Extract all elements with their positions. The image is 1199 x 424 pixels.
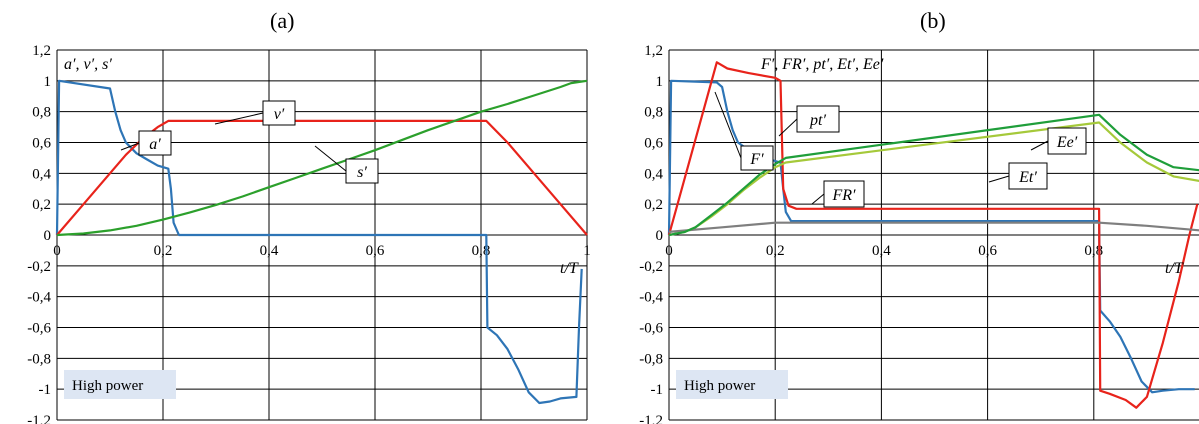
series-line-a′ [55, 79, 583, 405]
y-tick-label: -0,8 [639, 351, 663, 367]
y-tick-label: 0,6 [644, 136, 663, 152]
x-tick-label: 0,2 [766, 243, 785, 259]
chart-a: 1,210,80,60,40,20-0,2-0,4-0,6-0,8-1-1,20… [27, 43, 591, 424]
annotation-label: Ee′ [1056, 134, 1078, 151]
series-line-v′ [56, 119, 588, 236]
annotation-label: s′ [357, 164, 367, 181]
annotation-label: v′ [274, 106, 285, 123]
annotation-box [138, 130, 172, 156]
x-tick-label: 0,4 [260, 243, 279, 259]
x-tick-label: 0,6 [978, 243, 997, 259]
annotation-label: a′ [149, 136, 161, 153]
annotation-box [1008, 162, 1048, 190]
panel-b-label: (b) [920, 8, 946, 33]
y-tick-label: -0,2 [639, 259, 663, 275]
y-tick-label: 0,6 [32, 136, 51, 152]
y-tick-label: 1 [656, 74, 664, 90]
y-tick-label: 0,8 [644, 105, 663, 121]
annotation-label: pt′ [809, 112, 826, 129]
annotation-leader [1030, 140, 1049, 151]
x-tick-label: 0,6 [366, 243, 385, 259]
y-tick-label: -1 [651, 382, 664, 398]
y-tick-label: 0,2 [32, 197, 51, 213]
annotation-leader [314, 145, 347, 172]
y-tick-label: -0,6 [27, 321, 51, 337]
annotation-leader [988, 175, 1010, 183]
annotation-box [823, 180, 865, 208]
mode-label: High power [72, 378, 143, 394]
x-axis-label: t/T [1165, 260, 1184, 277]
mode-label-box [676, 370, 788, 399]
series-line-Et′ [668, 121, 1199, 237]
x-tick-label: 1 [583, 243, 591, 259]
mode-label: High power [684, 378, 755, 394]
y-tick-label: 1 [44, 74, 52, 90]
y-tick-label: 0 [656, 228, 664, 244]
y-tick-label: -0,2 [27, 259, 51, 275]
y-tick-label: 0,2 [644, 197, 663, 213]
panel-a-label: (a) [270, 8, 295, 33]
y-axis-label: a′, v′, s′ [64, 56, 112, 73]
y-tick-label: -0,4 [639, 290, 663, 306]
y-tick-label: -0,6 [639, 321, 663, 337]
annotation-box [740, 145, 774, 171]
x-tick-label: 0 [665, 243, 673, 259]
mode-label-box [64, 370, 176, 399]
annotation-box [1047, 127, 1087, 155]
annotation-leader [778, 118, 798, 137]
y-tick-label: 0,4 [32, 166, 51, 182]
annotation-box [796, 105, 840, 133]
series-line-FR′ [668, 221, 1199, 233]
series-line-s′ [56, 79, 588, 237]
series-line-pt′ [667, 61, 1199, 409]
y-tick-label: 0 [44, 228, 52, 244]
annotation-box [262, 100, 296, 126]
chart-b: 1,210,80,60,40,20-0,2-0,4-0,6-0,8-1-1,20… [639, 43, 1199, 424]
y-tick-label: -1,2 [639, 413, 663, 424]
y-tick-label: 0,4 [644, 166, 663, 182]
x-tick-label: 0 [53, 243, 61, 259]
series-line-Ee′ [668, 113, 1199, 237]
annotation-leader [714, 91, 742, 159]
x-tick-label: 0,2 [154, 243, 173, 259]
y-tick-label: 1,2 [32, 43, 51, 59]
annotation-box [345, 158, 379, 184]
y-tick-label: -0,8 [27, 351, 51, 367]
annotation-leader [120, 142, 140, 151]
annotation-leader [811, 193, 825, 205]
series-line-F′ [667, 79, 1195, 394]
annotation-label: FR′ [831, 187, 856, 204]
annotation-label: F′ [749, 151, 764, 168]
annotation-label: Et′ [1018, 169, 1037, 186]
y-tick-label: -0,4 [27, 290, 51, 306]
y-tick-label: 0,8 [32, 105, 51, 121]
y-tick-label: 1,2 [644, 43, 663, 59]
y-tick-label: -1 [39, 382, 52, 398]
annotation-leader [214, 112, 264, 125]
x-tick-label: 0,4 [872, 243, 891, 259]
y-axis-label: F′, FR′, pt′, Et′, Ee′ [760, 56, 884, 73]
x-axis-label: t/T [560, 260, 579, 277]
y-tick-label: -1,2 [27, 413, 51, 424]
